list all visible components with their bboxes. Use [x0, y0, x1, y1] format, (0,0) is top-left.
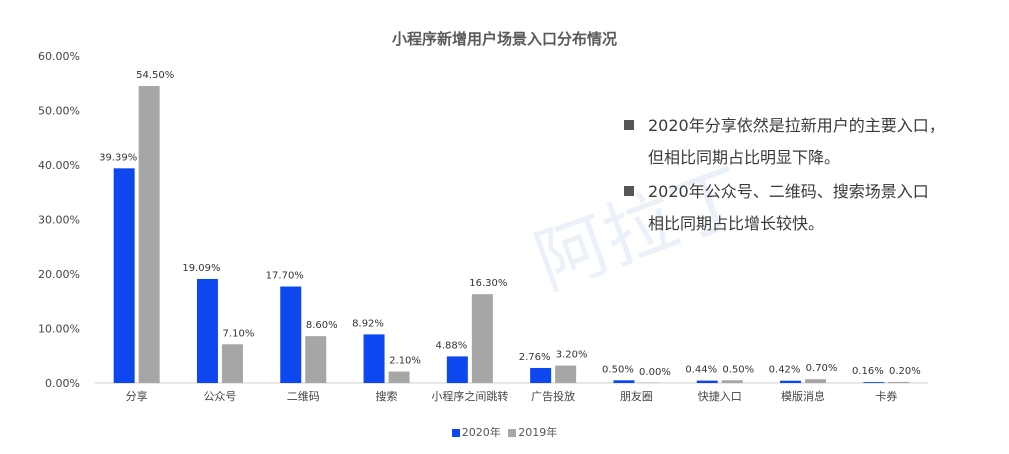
bar-2020 [530, 367, 552, 383]
bar-2019 [221, 344, 243, 383]
y-tick-label: 30.00% [38, 214, 80, 227]
data-label: 0.50% [602, 364, 634, 375]
data-label: 0.16% [852, 366, 884, 377]
bar-2019 [805, 379, 827, 383]
legend-item-2019: 2019年 [508, 424, 557, 440]
square-bullet-icon [624, 186, 634, 196]
data-label: 0.50% [722, 364, 754, 375]
x-tick-label: 卡券 [875, 389, 897, 403]
legend: 2020年 2019年 [0, 424, 1009, 440]
bar-2019 [638, 382, 660, 383]
legend-swatch [451, 429, 460, 437]
bar-2019 [471, 294, 493, 383]
chart-title: 小程序新增用户场景入口分布情况 [391, 30, 617, 48]
bar-2020 [613, 380, 635, 383]
bar-2019 [305, 336, 327, 383]
bar-2019 [388, 371, 410, 383]
note-item: 2020年公众号、二维码、搜索场景入口 相比同期占比增长较快。 [622, 176, 982, 240]
x-tick-label: 小程序之间跳转 [431, 389, 508, 403]
data-label: 2.10% [389, 356, 421, 367]
data-label: 54.50% [136, 70, 174, 81]
data-label: 7.10% [223, 328, 255, 339]
bar-2020 [446, 356, 468, 383]
legend-swatch [508, 429, 517, 437]
bar-2020 [113, 168, 135, 383]
data-label: 0.42% [769, 365, 801, 376]
data-label: 39.39% [99, 152, 137, 163]
x-tick-label: 公众号 [203, 390, 236, 403]
note-text: 2020年公众号、二维码、搜索场景入口 相比同期占比增长较快。 [648, 182, 929, 233]
x-tick-label: 快捷入口 [698, 389, 742, 403]
bar-2019 [555, 365, 577, 383]
bar-2020 [280, 286, 302, 383]
x-tick-label: 二维码 [287, 390, 320, 403]
y-tick-label: 50.00% [38, 105, 80, 118]
bar-2019 [138, 85, 160, 383]
data-label: 17.70% [266, 271, 304, 282]
data-label: 8.92% [352, 318, 384, 329]
data-label: 4.88% [435, 340, 467, 351]
y-tick-label: 10.00% [38, 323, 80, 336]
data-label: 0.00% [639, 367, 671, 378]
note-item: 2020年分享依然是拉新用户的主要入口， 但相比同期占比明显下降。 [622, 110, 982, 174]
data-label: 19.09% [182, 263, 220, 274]
bar-2020 [863, 382, 885, 383]
y-tick-label: 40.00% [38, 159, 80, 172]
bar-2020 [196, 278, 218, 383]
data-label: 0.20% [889, 366, 921, 377]
bar-2020 [363, 334, 385, 383]
x-tick-label: 分享 [126, 389, 148, 403]
annotation-notes: 2020年分享依然是拉新用户的主要入口， 但相比同期占比明显下降。 2020年公… [622, 110, 982, 242]
legend-label: 2020年 [461, 426, 501, 439]
x-tick-label: 搜索 [376, 389, 398, 403]
x-tick-label: 朋友圈 [620, 389, 653, 403]
y-tick-label: 20.00% [38, 268, 80, 281]
data-label: 8.60% [306, 320, 338, 331]
bar-2020 [780, 380, 802, 383]
legend-item-2020: 2020年 [451, 424, 501, 440]
data-label: 3.20% [556, 350, 588, 361]
data-label: 16.30% [469, 278, 507, 289]
bar-2020 [696, 380, 718, 383]
y-tick-label: 0.00% [45, 377, 80, 390]
x-tick-label: 模版消息 [781, 389, 825, 403]
square-bullet-icon [624, 120, 634, 130]
data-label: 0.44% [685, 365, 717, 376]
x-tick-label: 广告投放 [531, 389, 575, 403]
legend-label: 2019年 [518, 426, 558, 439]
data-label: 0.70% [806, 363, 838, 374]
bar-2019 [721, 380, 743, 383]
note-text: 2020年分享依然是拉新用户的主要入口， 但相比同期占比明显下降。 [648, 116, 945, 167]
data-label: 2.76% [519, 352, 551, 363]
y-tick-label: 60.00% [38, 50, 80, 63]
bar-2019 [888, 381, 910, 383]
